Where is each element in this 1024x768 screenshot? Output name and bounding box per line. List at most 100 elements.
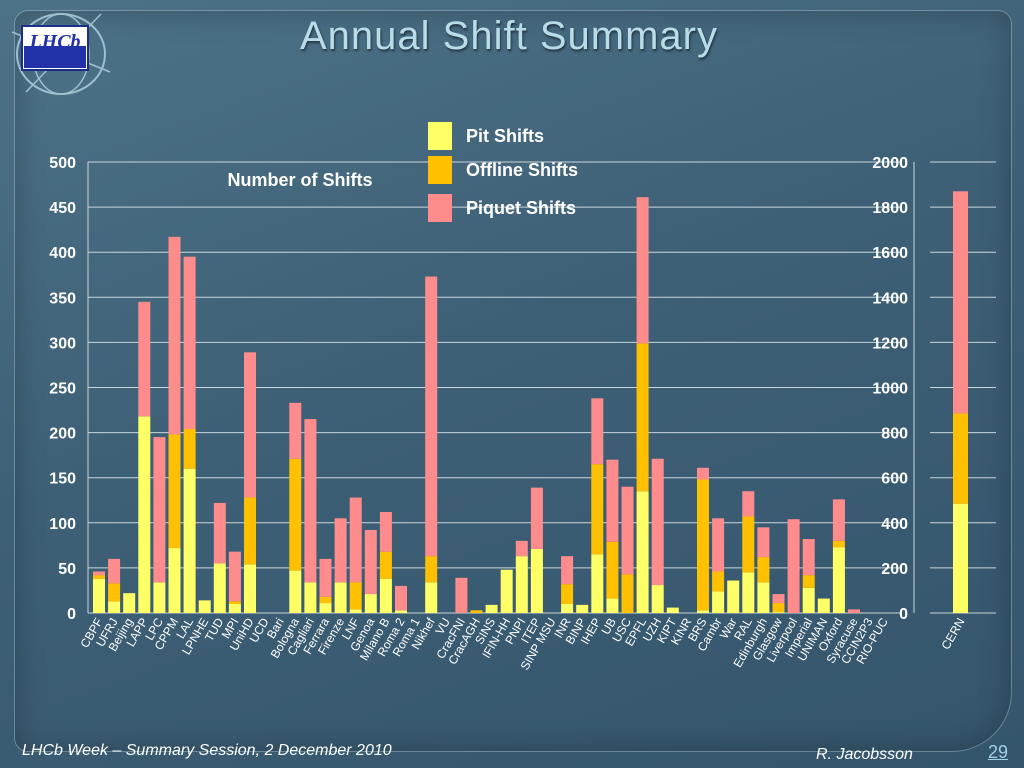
bar-segment <box>832 540 845 548</box>
bar-segment <box>485 604 498 613</box>
axis-right: 0 200 400 600 800 1000 1200 1400 1600 1800 2000 <box>872 155 915 623</box>
y-tick-label-right: 1400 <box>872 290 908 307</box>
axis-left: 0 50 100 150 200 250 300 350 400 450 500 <box>49 155 89 623</box>
bar-segment <box>334 518 347 583</box>
legend-label: Offline Shifts <box>466 160 578 180</box>
bar-segment <box>757 582 770 613</box>
bar-segment <box>742 491 755 517</box>
bar-segment <box>636 343 649 492</box>
bar-segment <box>304 582 317 613</box>
bar-segment <box>576 604 589 613</box>
bar-segment <box>832 547 845 613</box>
bar-segment <box>712 571 725 592</box>
bar-segment <box>697 479 709 611</box>
bar-segment <box>651 458 664 586</box>
bar-segment <box>742 516 755 573</box>
y-tick-label-left: 350 <box>49 290 76 307</box>
bars-right <box>953 191 968 613</box>
y-tick-label-left: 450 <box>49 200 76 217</box>
bar-segment <box>244 497 256 565</box>
bar-segment <box>636 491 649 613</box>
svg-text:LHCb: LHCb <box>28 31 80 53</box>
bar-segment <box>349 497 362 583</box>
y-tick-label-right: 1800 <box>872 200 908 217</box>
bar-segment <box>244 564 256 613</box>
legend-label: Piquet Shifts <box>466 198 576 218</box>
y-axis-label: Number of Shifts <box>227 170 372 190</box>
bar-segment <box>213 502 226 564</box>
bar-segment <box>848 609 860 613</box>
y-tick-label-right: 2000 <box>872 155 908 172</box>
bar-segment <box>289 570 302 613</box>
bar-segment <box>168 548 181 613</box>
page-number: 29 <box>988 742 1009 762</box>
bar-segment <box>395 585 407 611</box>
bar-segment <box>802 587 815 613</box>
y-tick-label-right: 200 <box>881 561 908 578</box>
bar-segment <box>606 541 619 599</box>
y-tick-label-left: 250 <box>49 381 76 398</box>
bar-segment <box>138 301 151 417</box>
bar-segment <box>621 486 634 575</box>
bar-segment <box>319 596 332 604</box>
bar-segment <box>334 582 347 613</box>
y-tick-label-left: 200 <box>49 426 76 443</box>
bar-segment <box>561 556 574 585</box>
legend-swatch <box>428 156 452 184</box>
bar-segment <box>697 610 709 613</box>
bar-segment <box>289 402 302 459</box>
y-tick-label-right: 800 <box>881 426 908 443</box>
bar-segment <box>606 459 619 542</box>
bar-segment <box>591 554 604 613</box>
bar-segment <box>802 539 815 576</box>
bar-segment <box>93 578 105 613</box>
bar-segment <box>455 577 468 613</box>
lhcb-logo: LHCb <box>11 13 111 95</box>
bar-segment <box>621 574 634 613</box>
bar-segment <box>319 558 332 597</box>
bar-segment <box>606 598 619 613</box>
shift-chart: 0 50 100 150 200 250 300 350 400 450 500 0 200 400 60… <box>49 122 996 673</box>
bar-segment <box>123 593 136 613</box>
bar-segment <box>712 518 725 572</box>
grid-left <box>88 161 900 614</box>
bar-segment <box>349 609 362 613</box>
category-label: CERN <box>938 616 967 652</box>
bar-segment <box>591 464 604 555</box>
bars-left <box>93 197 860 613</box>
bar-segment <box>349 582 362 610</box>
bar-segment <box>651 585 664 613</box>
bar-segment <box>666 607 679 613</box>
bar-segment <box>772 594 785 604</box>
y-tick-label-right: 1000 <box>872 381 908 398</box>
slide-title: Annual Shift Summary <box>300 14 718 58</box>
bar-segment <box>168 434 181 549</box>
bar-segment <box>364 594 377 613</box>
bar-segment <box>787 519 800 613</box>
bar-segment <box>228 601 241 604</box>
footer-event: LHCb Week – Summary Session, 2 December … <box>22 742 392 759</box>
category-labels: CBPFUFRJBeijingLAPPLPCCPPMLALLPNHETUDMPI… <box>77 615 967 673</box>
y-tick-label-right: 600 <box>881 471 908 488</box>
bar-segment-cern <box>953 503 968 613</box>
chart-legend: Pit Shifts Offline Shifts Piquet Shifts <box>428 122 578 222</box>
bar-segment <box>515 540 528 557</box>
bar-segment <box>772 603 785 613</box>
bar-segment <box>379 578 392 613</box>
bar-segment <box>561 603 574 613</box>
y-tick-label-left: 150 <box>49 471 76 488</box>
bar-segment <box>712 591 725 613</box>
footer-author: R. Jacobsson <box>816 746 913 763</box>
bar-segment <box>364 530 377 595</box>
bar-segment <box>228 603 241 613</box>
bar-segment <box>108 583 121 602</box>
legend-label: Pit Shifts <box>466 126 544 146</box>
y-tick-label-left: 500 <box>49 155 76 172</box>
y-tick-label-left: 50 <box>58 561 76 578</box>
bar-segment <box>183 468 196 613</box>
bar-segment <box>757 557 770 583</box>
bar-segment-cern <box>953 191 968 414</box>
y-tick-label-left: 100 <box>49 516 76 533</box>
bar-segment-cern <box>953 413 968 504</box>
